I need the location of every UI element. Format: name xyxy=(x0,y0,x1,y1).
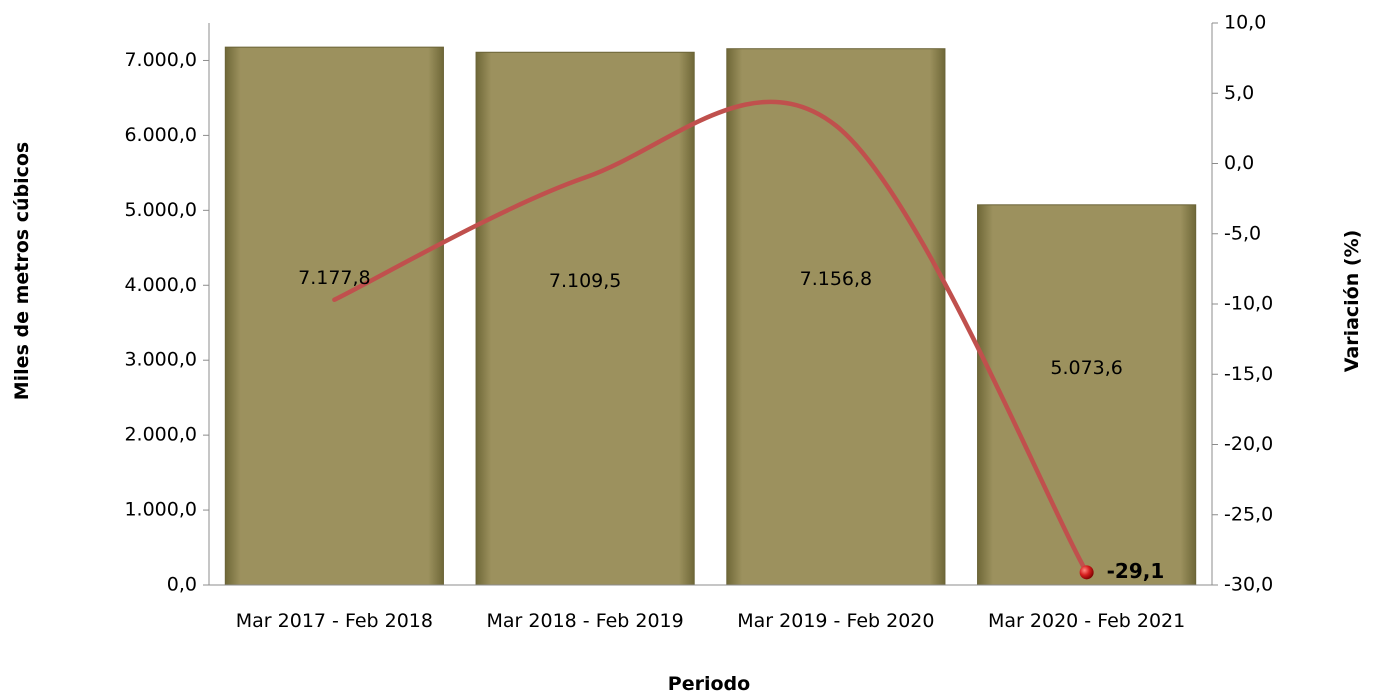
x-tick-label: Mar 2018 - Feb 2019 xyxy=(487,610,684,632)
y2-tick-label: -15,0 xyxy=(1224,363,1273,385)
bar[interactable] xyxy=(224,46,444,586)
y-tick-label: 0,0 xyxy=(167,574,197,596)
labels-layer: 7.177,8 Mar 2017 - Feb 2018 7.109,5 Mar 201… xyxy=(124,12,1273,633)
y2-tick-label: -5,0 xyxy=(1224,222,1261,244)
x-axis-title: Periodo xyxy=(668,673,750,693)
x-tick-label: Mar 2020 - Feb 2021 xyxy=(988,610,1185,632)
y2-tick-label: -20,0 xyxy=(1224,433,1273,455)
y2-tick-label: 0,0 xyxy=(1224,152,1254,174)
line-point-label: -29,1 xyxy=(1107,559,1165,583)
y-tick-label: 2.000,0 xyxy=(124,424,197,446)
bars-layer xyxy=(224,46,1197,586)
line-point-marker[interactable] xyxy=(1079,565,1094,580)
y-tick-label: 5.000,0 xyxy=(124,199,197,221)
y-tick-label: 7.000,0 xyxy=(124,49,197,71)
x-tick-label: Mar 2017 - Feb 2018 xyxy=(236,610,433,632)
bar[interactable] xyxy=(475,51,695,586)
y-tick-label: 3.000,0 xyxy=(124,349,197,371)
bar[interactable] xyxy=(726,48,946,586)
bar-value-label: 7.156,8 xyxy=(800,268,873,290)
y-axis-title: Miles de metros cúbicos xyxy=(11,142,33,401)
bar-value-label: 7.109,5 xyxy=(549,270,622,292)
y2-axis-title: Variación (%) xyxy=(1341,230,1363,373)
y2-tick-label: 10,0 xyxy=(1224,12,1266,34)
axes-layer xyxy=(203,22,1218,586)
y-tick-label: 4.000,0 xyxy=(124,274,197,296)
bar-value-label: 7.177,8 xyxy=(298,267,371,289)
y2-tick-label: 5,0 xyxy=(1224,82,1254,104)
y2-tick-label: -30,0 xyxy=(1224,574,1273,596)
variation-line[interactable] xyxy=(332,99,1089,575)
x-tick-label: Mar 2019 - Feb 2020 xyxy=(737,610,934,632)
y-tick-label: 1.000,0 xyxy=(124,499,197,521)
y2-tick-label: -25,0 xyxy=(1224,503,1273,525)
bar[interactable] xyxy=(977,204,1197,586)
y2-tick-label: -10,0 xyxy=(1224,293,1273,315)
bar-value-label: 5.073,6 xyxy=(1050,357,1123,379)
line-layer xyxy=(332,99,1094,580)
y-tick-label: 6.000,0 xyxy=(124,124,197,146)
